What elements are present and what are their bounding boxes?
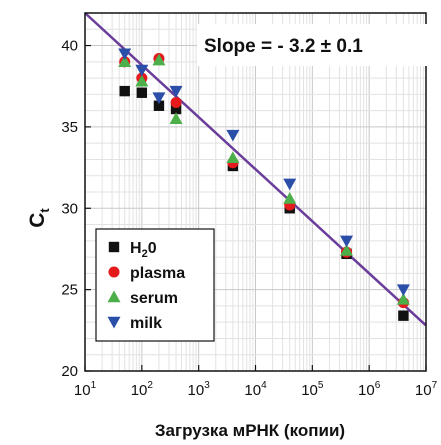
- data-point-square: [153, 100, 165, 111]
- legend-marker-triangle-down: [107, 316, 121, 329]
- legend: H20 plasma serum milk: [95, 228, 215, 342]
- data-point-circle: [170, 96, 182, 109]
- data-point-square: [119, 85, 130, 97]
- y-tick-label: 35: [61, 119, 78, 136]
- data-point-triangle-down: [169, 85, 183, 98]
- legend-label: H20: [130, 240, 157, 260]
- legend-marker-triangle-up: [107, 290, 121, 303]
- y-axis-title: Ct: [26, 208, 52, 228]
- x-tick-label: 105: [301, 380, 324, 399]
- x-tick-label: 103: [188, 380, 211, 399]
- legend-label: milk: [130, 315, 162, 332]
- legend-label: serum: [130, 290, 178, 307]
- data-point-triangle-down: [135, 64, 149, 77]
- data-point-triangle-up: [152, 53, 166, 66]
- data-point-triangle-down: [226, 129, 240, 142]
- data-point-triangle-up: [226, 151, 240, 164]
- legend-label: plasma: [130, 265, 185, 282]
- x-tick-label: 107: [415, 380, 438, 399]
- data-point-triangle-down: [118, 48, 132, 61]
- y-axis-title-main: C: [26, 213, 49, 228]
- y-tick-label: 20: [61, 363, 78, 380]
- y-axis-title-sub: t: [37, 208, 52, 213]
- x-tick-label: 104: [244, 380, 267, 399]
- y-tick-label: 30: [61, 200, 78, 217]
- data-point-triangle-up: [135, 74, 149, 87]
- data-point-square: [136, 87, 148, 98]
- data-point-triangle-down: [340, 235, 354, 248]
- data-point-triangle-up: [340, 244, 354, 256]
- data-point-triangle-up: [169, 112, 183, 124]
- data-point-square: [398, 310, 409, 321]
- data-point-triangle-up: [283, 192, 297, 204]
- axis-ticks: 101 102 103 104 105 106 107 20 25 30 35 40: [61, 38, 437, 399]
- y-tick-label: 40: [61, 38, 78, 55]
- data-point-triangle-down: [283, 178, 297, 191]
- x-tick-label: 102: [131, 380, 154, 399]
- legend-marker-circle: [108, 266, 120, 278]
- data-point-triangle-up: [396, 292, 410, 305]
- y-tick-label: 25: [61, 282, 78, 299]
- slope-annotation: Slope = - 3.2 ± 0.1: [204, 36, 363, 57]
- x-axis-title: Загрузка мРНК (копии): [155, 421, 345, 440]
- data-point-triangle-down: [152, 92, 166, 105]
- data-point-square: [170, 103, 182, 115]
- legend-marker-square: [108, 241, 120, 253]
- x-tick-label: 106: [358, 380, 381, 399]
- data-point-triangle-up: [118, 55, 132, 68]
- x-tick-label: 101: [74, 380, 97, 399]
- svg-text:Ct: Ct: [26, 208, 52, 228]
- data-points: [118, 48, 410, 321]
- data-point-triangle-down: [396, 284, 410, 297]
- slope-annotation-box: [197, 24, 433, 66]
